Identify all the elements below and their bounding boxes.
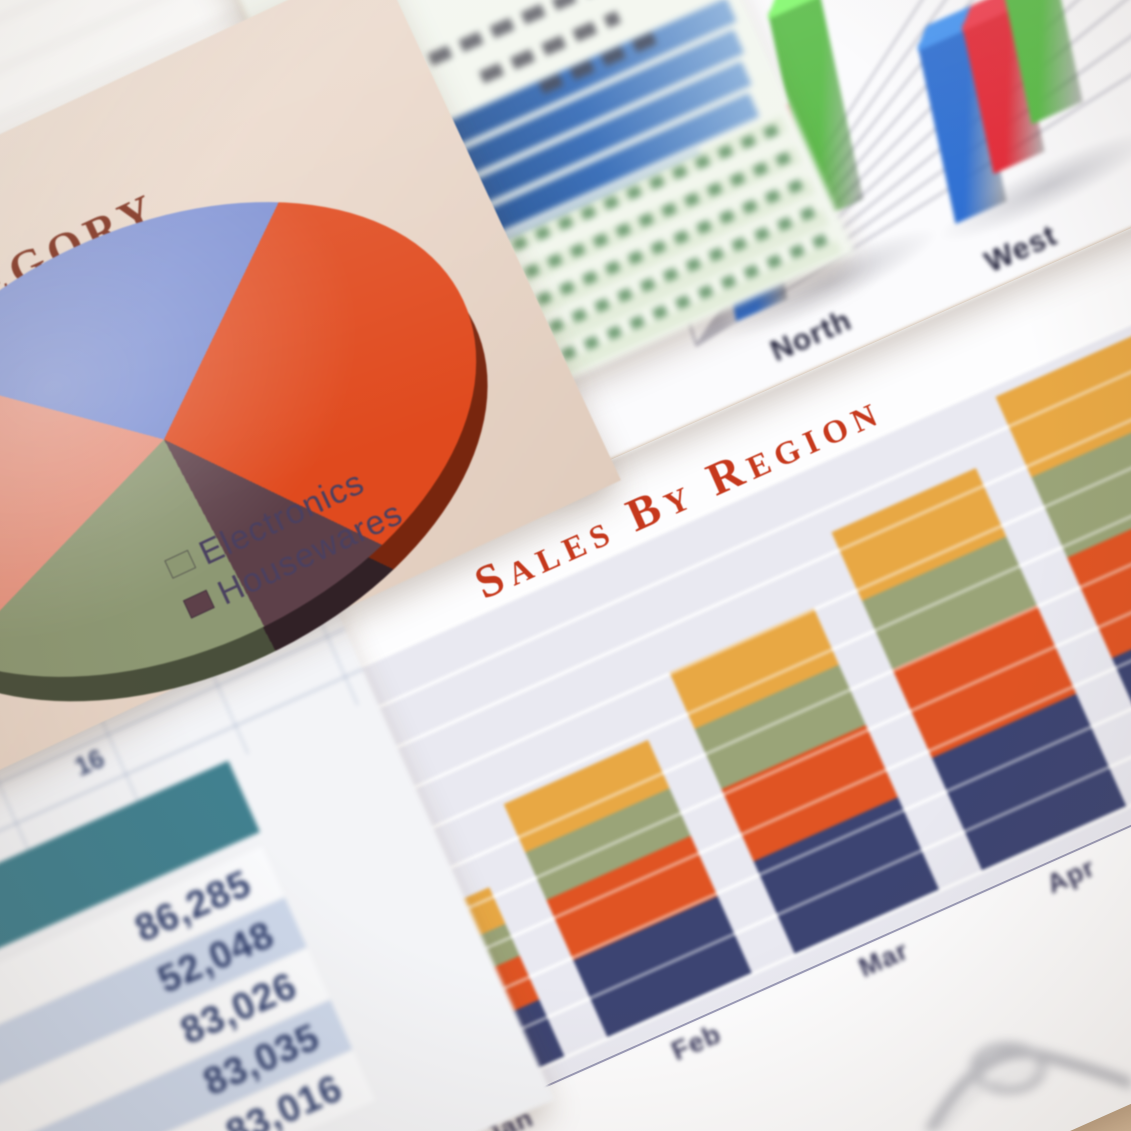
blurred-eyeglasses — [923, 1041, 1131, 1131]
photo-of-financial-report-pages: Sales By Region 1009080706050403020100 J… — [0, 0, 1131, 1131]
